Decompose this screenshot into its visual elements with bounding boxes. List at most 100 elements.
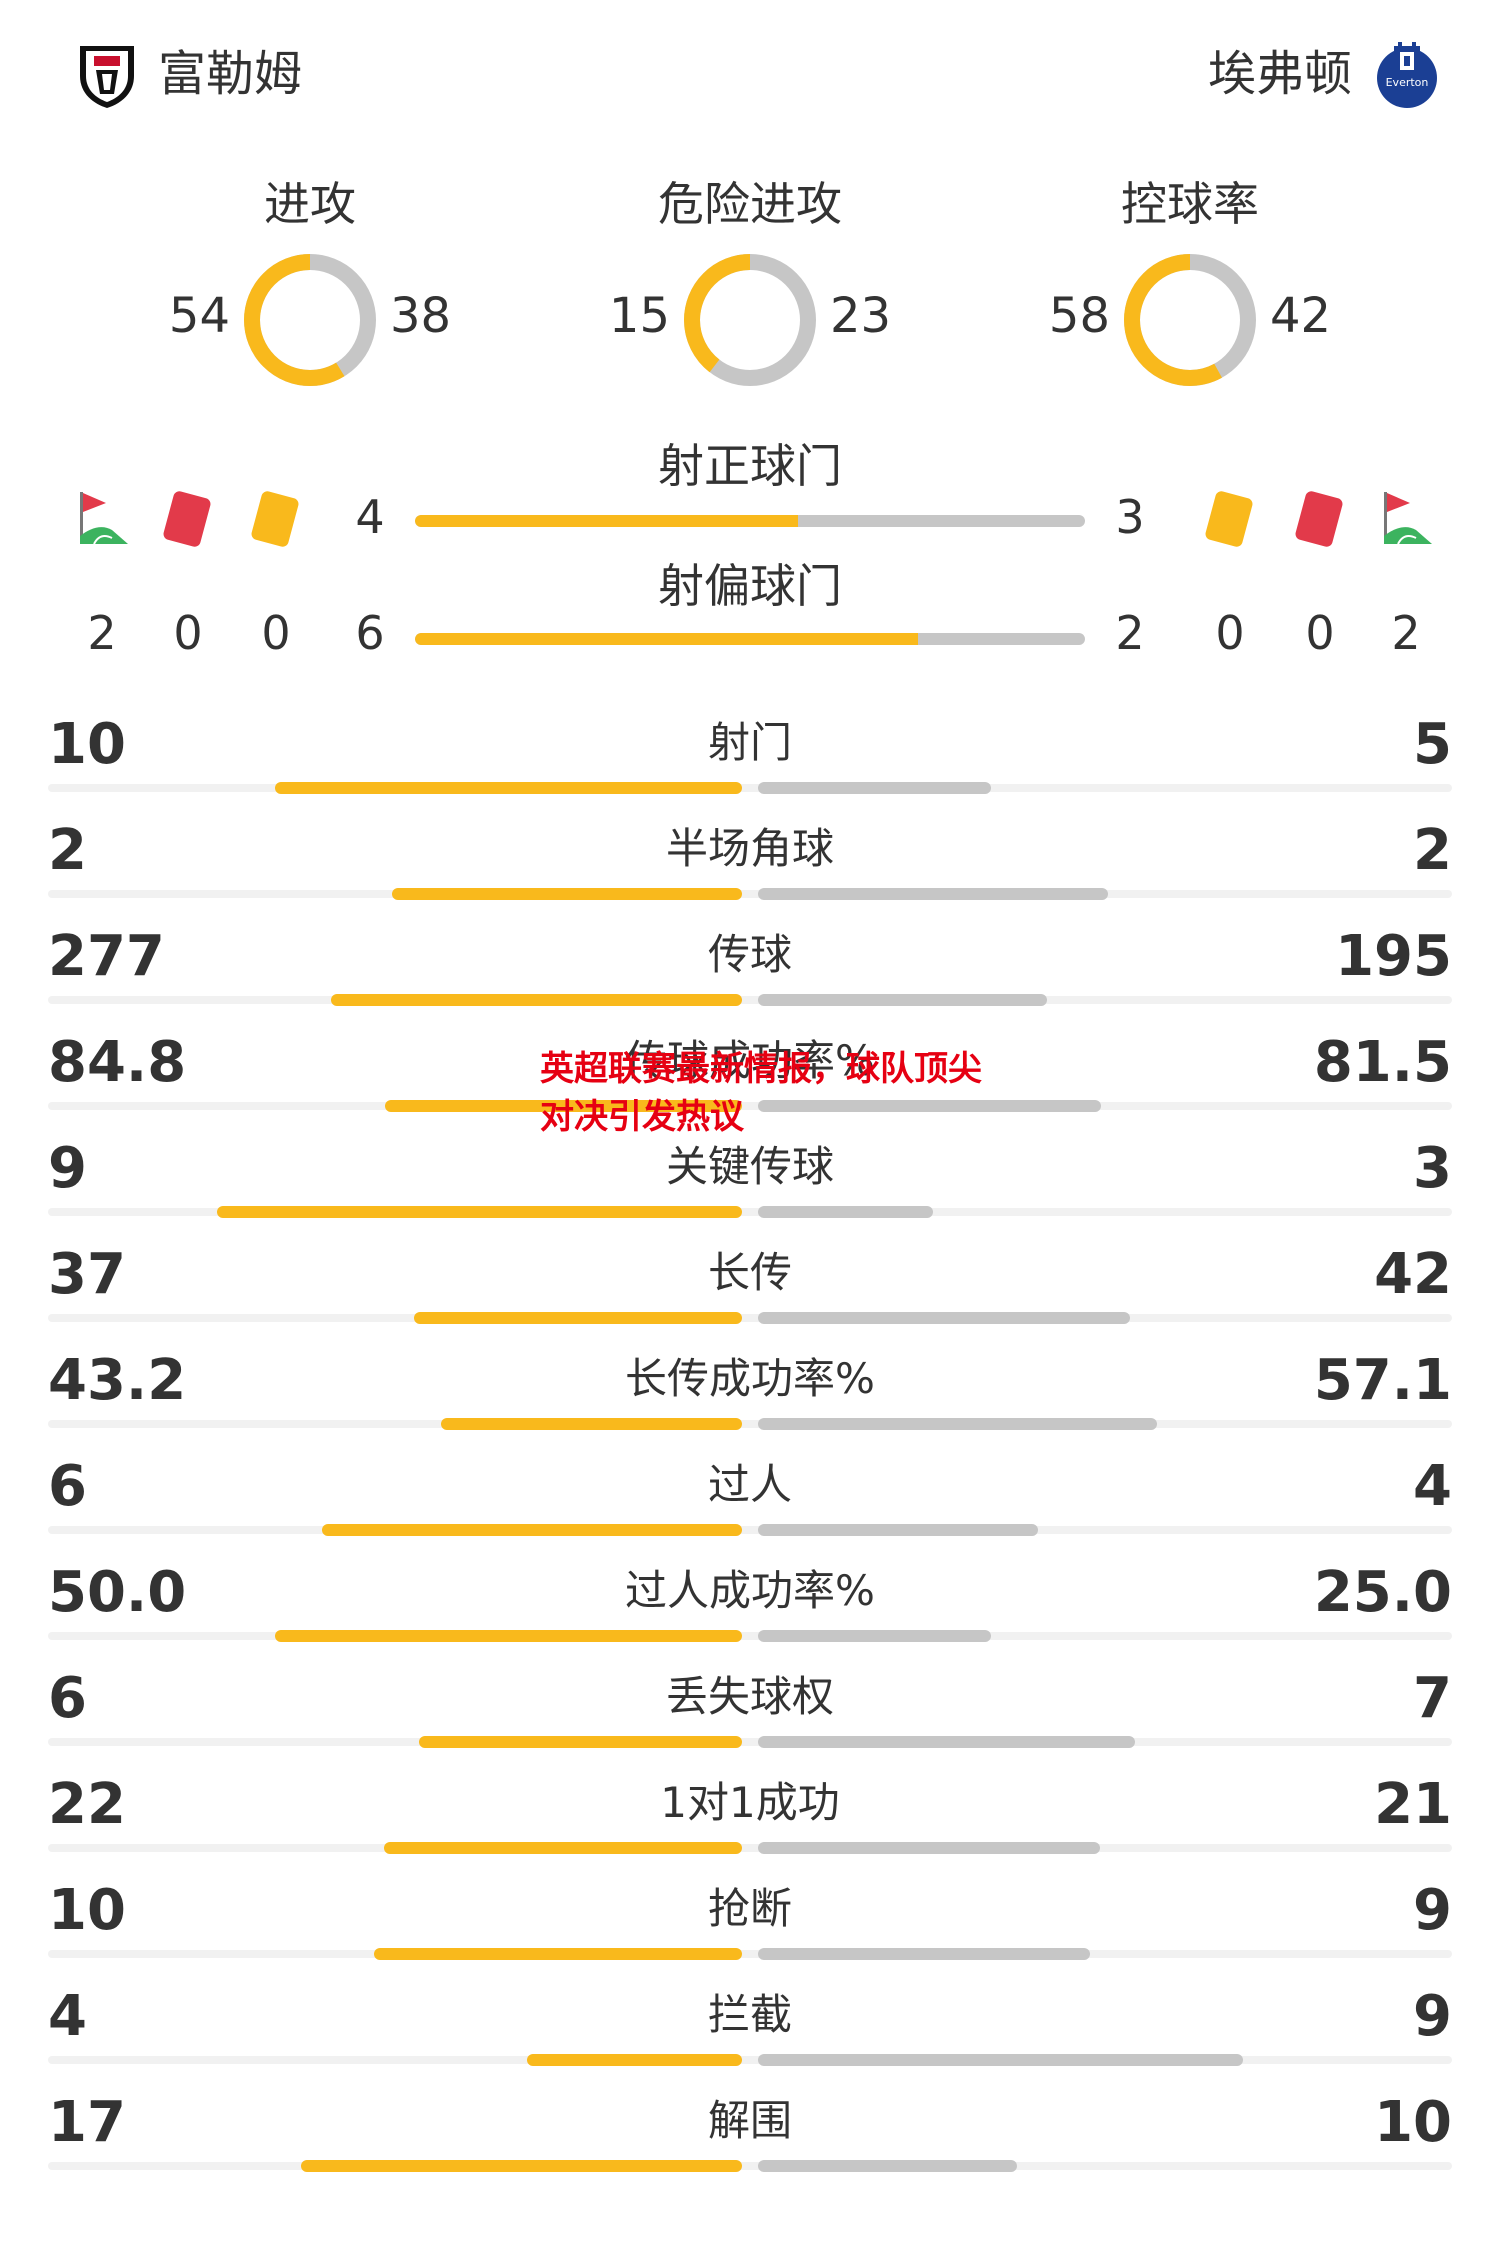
stat-away-bar [758,1630,991,1642]
stat-home-bar [322,1524,742,1536]
stat-home-bar [384,1842,742,1854]
stat-label: 半场角球 [665,824,834,873]
stat-away-bar [758,994,1047,1006]
stat-label: 1对1成功 [660,1778,840,1827]
donut-dangerous-attack: 危险进攻 15 23 [530,160,970,420]
shots-on-away: 3 [1115,490,1145,544]
donut-ring [684,254,816,386]
donut-home-arc [244,254,376,386]
away-yellow-count: 0 [1215,606,1245,660]
stat-home-value: 22 [48,1772,126,1837]
stat-away-value: 21 [1374,1772,1452,1837]
stat-home-bar [385,1100,742,1112]
stat-row: 10 抢断 9 [48,1871,1452,1977]
stat-row: 50.0 过人成功率% 25.0 [48,1553,1452,1659]
stat-home-value: 4 [48,1984,87,2049]
stat-track [48,1314,1452,1322]
shots-off-title: 射偏球门 [658,559,842,613]
shots-off-fill [415,633,918,645]
stat-row: 277 传球 195 [48,917,1452,1023]
stat-row: 43.2 长传成功率% 57.1 [48,1341,1452,1447]
home-team-name[interactable]: 富勒姆 [158,46,303,102]
stat-row: 22 1对1成功 21 [48,1765,1452,1871]
stat-home-bar [331,994,742,1006]
donut-home-value: 54 [168,288,230,344]
stat-row: 6 过人 4 [48,1447,1452,1553]
stat-home-bar [275,782,742,794]
donut-possession: 控球率 58 42 [970,160,1410,420]
stat-label: 长传成功率% [625,1354,875,1403]
stat-label: 长传 [707,1248,792,1297]
yellow-card-icon [1205,491,1253,547]
home-corners-count: 2 [87,606,117,660]
stat-label: 抢断 [707,1884,792,1933]
stat-away-bar [758,2054,1243,2066]
donut-away-value: 38 [390,288,452,344]
red-card-icon [1295,491,1343,547]
stat-away-value: 9 [1413,1984,1452,2049]
stat-track [48,1102,1452,1110]
stat-track [48,890,1452,898]
stat-label: 传球成功率% [625,1036,875,1085]
donut-home-value: 58 [1048,288,1110,344]
stat-track [48,2162,1452,2170]
stat-home-value: 6 [48,1666,87,1731]
stat-track [48,1632,1452,1640]
shots-on-bar [415,515,1085,527]
stat-label: 过人成功率% [625,1566,875,1615]
stat-label: 解围 [707,2096,792,2145]
stat-label: 过人 [707,1460,792,1509]
donut-attack: 进攻 54 38 [90,160,530,420]
stat-away-bar [758,1524,1038,1536]
shots-off-away: 2 [1115,606,1145,660]
stat-home-value: 9 [48,1136,87,1201]
stat-home-value: 17 [48,2090,126,2155]
stat-away-value: 3 [1413,1136,1452,1201]
stat-home-bar [217,1206,742,1218]
shots-off-bar [415,633,1085,645]
stat-home-value: 10 [48,1878,126,1943]
stat-home-bar [441,1418,742,1430]
stat-label: 拦截 [707,1990,792,2039]
donut-away-value: 23 [830,288,892,344]
stat-row: 2 半场角球 2 [48,811,1452,917]
stat-away-value: 9 [1413,1878,1452,1943]
stat-track [48,1208,1452,1216]
stat-label: 射门 [707,718,792,767]
stat-home-value: 2 [48,818,87,883]
stat-away-value: 5 [1413,712,1452,777]
stat-away-bar [758,1948,1090,1960]
shots-on-title: 射正球门 [658,439,842,493]
home-red-count: 0 [173,606,203,660]
stat-away-value: 4 [1413,1454,1452,1519]
stat-away-bar [758,1842,1100,1854]
donut-title: 控球率 [1121,177,1259,231]
away-team-name[interactable]: 埃弗顿 [1208,46,1353,102]
stat-away-value: 57.1 [1313,1348,1452,1413]
stat-away-bar [758,1206,933,1218]
away-corners-count: 2 [1391,606,1421,660]
shots-on-home: 4 [355,490,385,544]
stat-track [48,784,1452,792]
stat-home-value: 43.2 [48,1348,187,1413]
donut-ring [244,254,376,386]
everton-crest-icon: Everton [1377,42,1437,108]
shots-off-home: 6 [355,606,385,660]
stat-label: 关键传球 [665,1142,834,1191]
stat-away-bar [758,1100,1101,1112]
stat-home-value: 277 [48,924,165,989]
stat-away-value: 42 [1374,1242,1452,1307]
stat-row: 17 解围 10 [48,2083,1452,2189]
stat-home-bar [275,1630,742,1642]
donut-home-arc [1124,254,1256,386]
stat-away-value: 25.0 [1313,1560,1452,1625]
fulham-crest-icon [80,46,134,108]
corner-flag-icon [80,492,128,545]
corner-flag-icon [1384,492,1432,545]
stat-home-value: 10 [48,712,126,777]
stat-row: 6 丢失球权 7 [48,1659,1452,1765]
red-card-icon [163,491,211,547]
stat-row: 84.8 传球成功率% 81.5 [48,1023,1452,1129]
stat-home-value: 37 [48,1242,126,1307]
shots-on-fill [415,515,798,527]
